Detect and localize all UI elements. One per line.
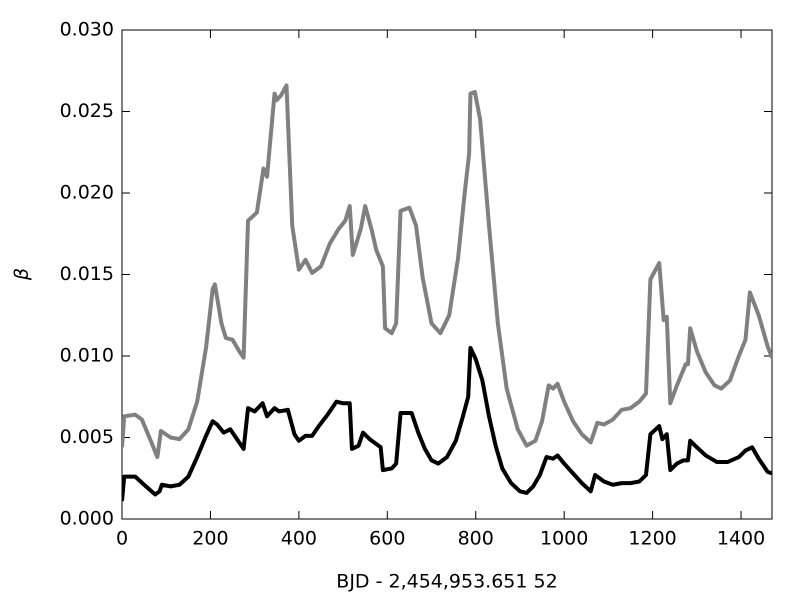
y-tick-label: 0.025 [60, 100, 114, 122]
series-line [122, 345, 772, 502]
x-tick-label: 1400 [717, 528, 765, 550]
x-tick-label: 600 [369, 528, 405, 550]
y-tick-label: 0.020 [60, 182, 114, 204]
y-tick-label: 0.005 [60, 426, 114, 448]
x-tick-label: 0 [116, 528, 128, 550]
y-tick-label: 0.010 [60, 345, 114, 367]
y-tick-label: 0.015 [60, 263, 114, 285]
y-axis-label: β [11, 268, 33, 281]
y-tick-label: 0.000 [60, 508, 114, 530]
x-tick-label: 200 [192, 528, 228, 550]
series-line [122, 83, 772, 460]
x-tick-label: 800 [458, 528, 494, 550]
x-axis-label: BJD - 2,454,953.651 52 [336, 571, 557, 593]
x-tick-label: 1200 [628, 528, 676, 550]
x-tick-label: 400 [281, 528, 317, 550]
y-tick-label: 0.030 [60, 19, 114, 41]
plot-frame [121, 29, 773, 520]
x-tick-label: 1000 [540, 528, 588, 550]
